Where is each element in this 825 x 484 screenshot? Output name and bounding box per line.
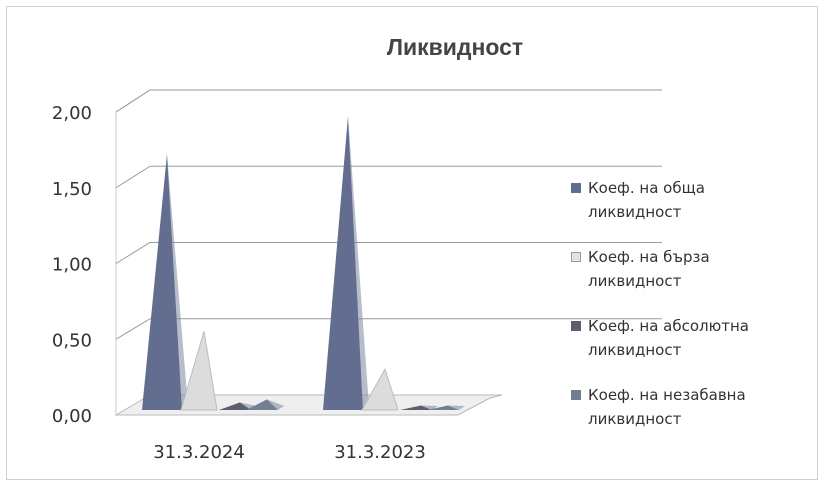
- spike-shade: [348, 116, 369, 410]
- x-tick-label: 31.3.2023: [334, 442, 426, 463]
- legend-label: Коеф. на незабавна ликвидност: [588, 386, 746, 428]
- legend-item: Коеф. на абсолютна ликвидност: [571, 314, 801, 362]
- legend-swatch: [571, 183, 581, 193]
- y-tick-label: 1,00: [52, 255, 92, 276]
- spike-shade: [267, 399, 284, 410]
- data-spike: [427, 405, 459, 410]
- y-tick-label: 0,50: [52, 330, 92, 351]
- legend-swatch: [571, 252, 581, 262]
- legend-swatch: [571, 390, 581, 400]
- data-spike: [323, 116, 363, 410]
- spike-shade: [448, 405, 465, 410]
- spike-shade: [167, 153, 188, 410]
- legend: Коеф. на обща ликвидност Коеф. на бърза …: [571, 176, 801, 452]
- data-spike: [246, 399, 278, 410]
- data-spike: [180, 331, 218, 411]
- data-spike: [142, 153, 182, 410]
- legend-label: Коеф. на абсолютна ликвидност: [588, 317, 750, 359]
- y-tick-label: 1,50: [52, 179, 92, 200]
- gridline: [115, 242, 662, 264]
- legend-label: Коеф. на обща ликвидност: [588, 179, 705, 221]
- legend-item: Коеф. на бърза ликвидност: [571, 245, 801, 293]
- data-spike: [400, 405, 432, 410]
- gridline: [115, 89, 662, 113]
- spike-shade: [421, 405, 438, 410]
- data-marks: [142, 116, 465, 411]
- legend-item: Коеф. на обща ликвидност: [571, 176, 801, 224]
- legend-swatch: [571, 321, 581, 331]
- x-axis-tick-labels: 31.3.2024 31.3.2023: [153, 442, 426, 463]
- legend-item: Коеф. на незабавна ликвидност: [571, 383, 801, 431]
- x-tick-label: 31.3.2024: [153, 442, 245, 463]
- data-spike: [219, 402, 251, 410]
- y-tick-label: 2,00: [52, 103, 92, 124]
- gridline: [115, 165, 662, 189]
- chart-title: Ликвидност: [387, 34, 523, 60]
- y-axis-tick-labels: 0,00 0,50 1,00 1,50 2,00: [52, 103, 92, 427]
- data-spike: [361, 367, 399, 411]
- y-tick-label: 0,00: [52, 406, 92, 427]
- gridline: [115, 318, 662, 340]
- gridlines: [115, 89, 662, 340]
- legend-label: Коеф. на бърза ликвидност: [588, 248, 710, 290]
